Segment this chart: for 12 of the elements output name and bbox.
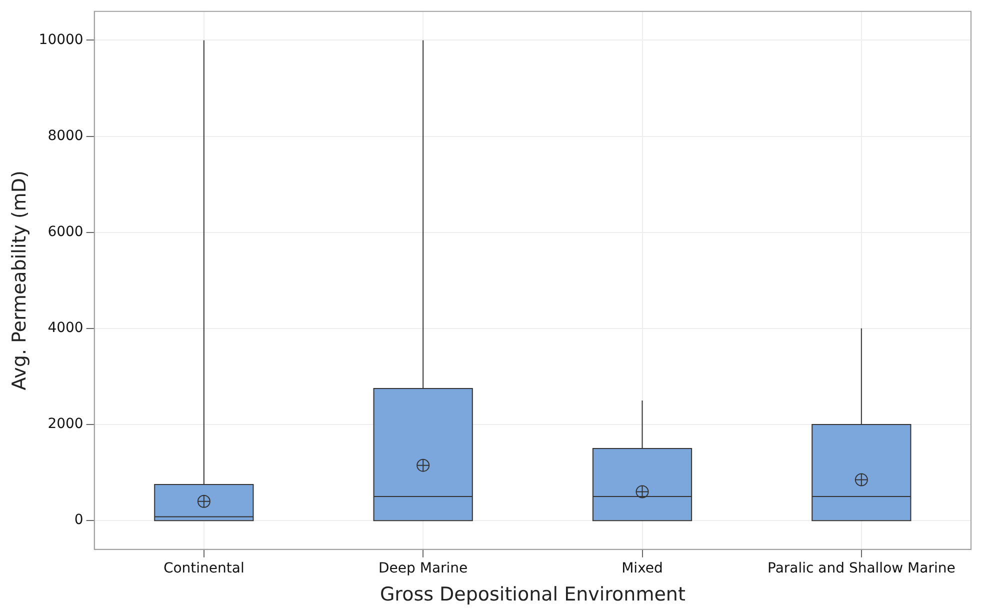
y-axis-title: Avg. Permeability (mD) — [8, 170, 30, 390]
x-axis-title: Gross Depositional Environment — [380, 584, 686, 606]
y-tick-label: 0 — [74, 512, 84, 528]
y-tick-label: 2000 — [48, 416, 84, 432]
x-tick-label: Deep Marine — [378, 560, 468, 576]
x-tick-label: Paralic and Shallow Marine — [768, 560, 956, 576]
x-tick-label: Mixed — [622, 560, 663, 576]
x-tick-label: Continental — [163, 560, 244, 576]
y-tick-label: 10000 — [38, 32, 84, 48]
y-tick-label: 6000 — [48, 224, 84, 240]
y-tick-label: 8000 — [48, 128, 84, 144]
y-tick-label: 4000 — [48, 320, 84, 336]
